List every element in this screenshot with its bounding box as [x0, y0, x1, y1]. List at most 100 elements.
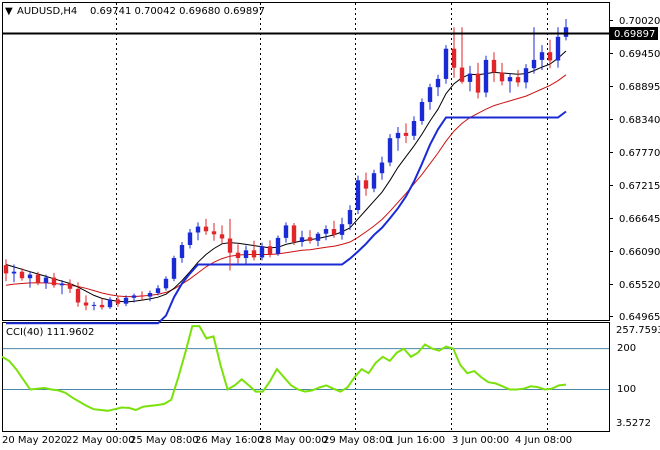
candle-body	[27, 274, 33, 279]
candle-body	[179, 245, 185, 258]
price-tick-label: 0.67215	[619, 181, 660, 192]
candle-body	[91, 304, 97, 306]
candle-body	[539, 52, 545, 60]
candle-body	[139, 295, 145, 297]
time-axis[interactable]: 20 May 2020 22 May 00:00 25 May 08:00 26…	[2, 435, 572, 446]
current-price-badge: 0.69897	[610, 27, 658, 40]
candle-body	[219, 234, 225, 239]
time-tick-label: 4 Jun 08:00	[515, 435, 572, 446]
time-tick-label: 3 Jun 00:00	[452, 435, 509, 446]
candle-body	[203, 226, 209, 232]
candle-body	[235, 252, 241, 258]
candle-body	[315, 233, 321, 241]
cci-level-badge-bg	[612, 341, 634, 354]
cci-axis[interactable]: 257.7593 200 100 3.5272	[612, 325, 660, 429]
candlestick-series	[3, 19, 569, 311]
candle-body	[347, 210, 353, 225]
time-tick-label: 25 May 08:00	[130, 435, 199, 446]
fast-ma-line	[5, 50, 567, 303]
price-axis[interactable]: 0.70020 0.69450 0.68895 0.68340 0.67770 …	[609, 16, 660, 323]
cci-tick-label: 257.7593	[616, 325, 660, 336]
time-tick-label: 22 May 00:00	[66, 435, 135, 446]
candle-body	[19, 271, 25, 279]
candle-body	[331, 229, 337, 235]
candle-body	[43, 277, 49, 283]
indicator-lines	[5, 50, 567, 325]
candle-body	[259, 246, 265, 258]
candle-body	[411, 121, 417, 136]
price-tick-label: 0.70020	[619, 16, 660, 27]
candle-body	[147, 293, 153, 297]
cci-line	[1, 325, 567, 412]
candle-body	[291, 225, 297, 242]
candle-body	[227, 238, 233, 253]
candle-body	[451, 48, 457, 68]
candle-body	[435, 78, 441, 88]
candle-body	[403, 132, 409, 136]
candle-body	[523, 68, 529, 83]
candle-body	[419, 102, 425, 121]
candle-body	[75, 288, 81, 303]
candle-body	[187, 232, 193, 245]
cci-label: CCI(40) 111.9602	[6, 327, 94, 338]
candle-body	[115, 299, 121, 304]
time-tick-label: 29 May 08:00	[323, 435, 392, 446]
cci-level-lines	[3, 348, 609, 390]
candle-body	[11, 271, 17, 274]
candle-body	[51, 277, 57, 286]
candle-body	[555, 36, 561, 61]
candle-body	[307, 237, 313, 241]
candle-body	[251, 250, 257, 258]
candle-body	[387, 138, 393, 163]
time-tick-label: 1 Jun 16:00	[388, 435, 445, 446]
candle-body	[499, 72, 505, 82]
candle-body	[171, 258, 177, 279]
price-tick-label: 0.66645	[619, 214, 660, 225]
candle-body	[395, 132, 401, 139]
current-price-badge-bg	[610, 27, 658, 40]
candle-body	[299, 237, 305, 242]
cci-series-line	[1, 325, 567, 412]
candle-body	[515, 77, 521, 83]
candle-body	[371, 173, 377, 189]
candle-body	[107, 299, 113, 308]
candle-body	[547, 52, 553, 61]
window-menu-arrow-icon[interactable]: ▼	[5, 6, 13, 17]
symbol-label: AUDUSD,H4	[17, 6, 77, 17]
candle-body	[443, 48, 449, 79]
price-panel-frame	[2, 2, 610, 321]
candle-body	[283, 225, 289, 238]
candle-body	[83, 302, 89, 306]
candle-body	[459, 67, 465, 82]
candle-body	[59, 283, 65, 286]
cci-level-label: 200	[617, 343, 636, 354]
candle-body	[531, 59, 537, 69]
candle-body	[243, 250, 249, 258]
current-price-label: 0.69897	[614, 29, 655, 40]
candle-body	[563, 27, 569, 37]
candle-body	[163, 278, 169, 289]
trailing-stop-line	[6, 110, 567, 325]
candle-body	[195, 226, 201, 233]
candle-body	[339, 224, 345, 235]
ohlc-values: 0.69741 0.70042 0.69680 0.69897	[90, 6, 265, 17]
time-tick-label: 28 May 00:00	[259, 435, 328, 446]
cci-tick-label: 3.5272	[616, 418, 651, 429]
price-tick-label: 0.69450	[619, 49, 660, 60]
candle-body	[35, 274, 41, 283]
price-tick-label: 0.68340	[619, 115, 660, 126]
time-tick-label: 20 May 2020	[2, 435, 67, 446]
candle-body	[267, 246, 273, 254]
period-separators	[116, 3, 548, 431]
candle-body	[99, 304, 105, 308]
candle-body	[155, 288, 161, 293]
candle-body	[67, 283, 73, 289]
cci-panel-frame	[2, 322, 610, 432]
candle-body	[3, 265, 9, 274]
candle-body	[355, 180, 361, 210]
candle-body	[491, 59, 497, 73]
candle-body	[467, 73, 473, 82]
price-tick-label: 0.64965	[619, 312, 660, 323]
